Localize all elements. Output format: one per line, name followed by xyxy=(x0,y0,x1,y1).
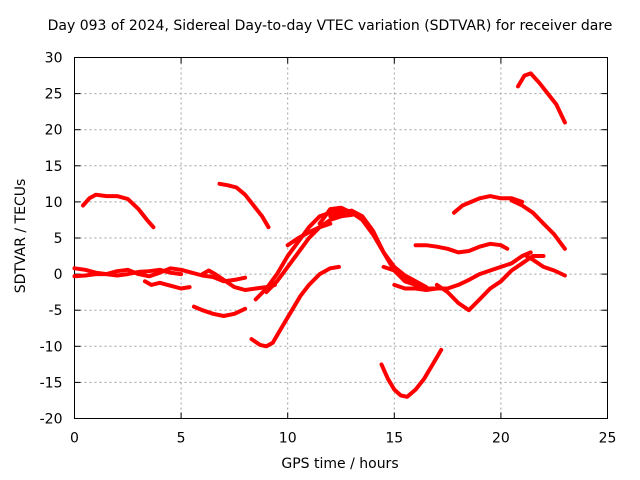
series-line-track-18 xyxy=(434,254,546,313)
x-tick-label: 5 xyxy=(177,431,186,447)
series-line-track-22 xyxy=(516,71,567,125)
series-line-track-17 xyxy=(413,241,510,255)
series-line-track-6 xyxy=(200,268,277,292)
y-axis-label: SDTVAR / TECUs xyxy=(13,178,29,294)
series-line-track-5 xyxy=(191,304,248,318)
series-line-track-12 xyxy=(317,205,439,291)
x-tick-label: 15 xyxy=(385,431,403,447)
series-line-track-19 xyxy=(452,194,525,215)
series-line-track-15 xyxy=(379,347,444,399)
x-tick-label: 20 xyxy=(492,431,510,447)
y-tick-label: -20 xyxy=(40,412,63,428)
series-line-track-21 xyxy=(524,254,567,278)
x-tick-label: 25 xyxy=(599,431,617,447)
grid xyxy=(74,57,608,419)
axis-ticks: 0 5 10 15 20 25 -20 -15 -10 -5 0 5 10 15 20 25 30 xyxy=(40,51,617,447)
series-line-track-13 xyxy=(328,208,429,290)
series-line-track-1 xyxy=(81,192,156,230)
data-series xyxy=(72,71,567,399)
y-tick-label: 10 xyxy=(45,195,63,211)
y-tick-label: 30 xyxy=(45,51,63,67)
y-tick-label: 20 xyxy=(45,123,63,139)
chart-title: Day 093 of 2024, Sidereal Day-to-day VTE… xyxy=(47,18,613,34)
series-line-track-4 xyxy=(142,279,192,291)
series-line-track-10 xyxy=(264,212,354,295)
y-tick-label: 15 xyxy=(45,159,63,175)
series-line-track-20 xyxy=(509,198,567,251)
series-line-track-11 xyxy=(285,221,333,248)
x-tick-label: 10 xyxy=(279,431,297,447)
series-line-track-3 xyxy=(72,266,248,284)
x-tick-label: 0 xyxy=(70,431,79,447)
y-tick-label: -5 xyxy=(49,303,63,319)
series-line-track-16 xyxy=(392,250,533,292)
series-line-track-8 xyxy=(249,264,341,349)
y-tick-label: 5 xyxy=(54,231,63,247)
y-tick-label: 25 xyxy=(45,87,63,103)
x-axis-label: GPS time / hours xyxy=(281,456,399,472)
series-line-track-7 xyxy=(217,181,271,230)
y-tick-label: -10 xyxy=(40,339,63,355)
y-tick-label: -15 xyxy=(40,375,63,391)
y-tick-label: 0 xyxy=(54,267,63,283)
